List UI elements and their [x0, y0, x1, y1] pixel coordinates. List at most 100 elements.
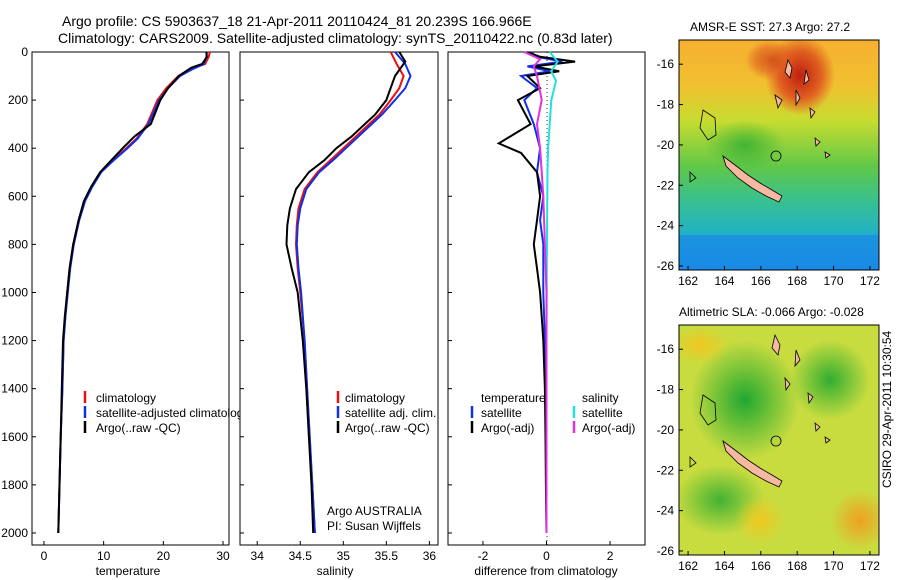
legend-temp-satellite: satellite [481, 406, 522, 420]
legend-sal-satellite: satellite [582, 406, 623, 420]
legend-sal-argo: Argo(-adj) [582, 421, 635, 435]
y-tick-label: 200 [8, 93, 28, 107]
x-tick-label: 35 [337, 549, 351, 563]
map-x-tick-label: 164 [714, 559, 734, 573]
map-y-tick-label: -20 [657, 138, 675, 152]
legend-argo: Argo(..raw -QC) [96, 421, 181, 435]
temperature-plot-marks: 0 10 20 30 0 200 400 600 800 1000 1200 1400 1600 1800… [1, 45, 230, 563]
sst-map: 162 164 166 168 170 172 -16 -18 -20 -22 -24 -26 [657, 39, 881, 288]
map-y-tick-label: -26 [657, 259, 675, 273]
reef-outline [699, 109, 717, 141]
sla-coastlines [689, 333, 831, 488]
y-tick-label: 1400 [1, 382, 28, 396]
map-y-tick-label: -22 [657, 463, 675, 477]
sla-low-anomaly [790, 340, 870, 420]
map-x-tick-label: 162 [678, 559, 698, 573]
map-y-tick-label: -26 [657, 544, 675, 558]
salinity-xlabel: salinity [317, 564, 354, 578]
map-x-tick-label: 164 [714, 274, 734, 288]
legend-argo: Argo(..raw -QC) [345, 421, 430, 435]
y-tick-label: 600 [8, 189, 28, 203]
difference-xlabel: difference from climatology [474, 564, 617, 578]
y-tick-label: 1000 [1, 285, 28, 299]
x-tick-label: 20 [157, 549, 171, 563]
y-tick-label: 1800 [1, 478, 28, 492]
y-tick-label: 1200 [1, 334, 28, 348]
map-y-tick-label: -16 [657, 57, 675, 71]
loyalty-islands [814, 137, 831, 159]
x-tick-label: -2 [478, 549, 489, 563]
sst-coastlines [689, 58, 831, 203]
loyalty-islands [814, 422, 831, 444]
difference-panel: -2 0 2 difference from climatology tempera… [447, 51, 646, 578]
sst-warm-core [745, 40, 795, 80]
figure-title-line2: Climatology: CARS2009. Satellite-adjuste… [58, 30, 613, 46]
x-tick-label: 0 [543, 549, 550, 563]
reef-outline [689, 456, 697, 468]
y-tick-label: 1600 [1, 430, 28, 444]
map-x-tick-label: 166 [751, 274, 771, 288]
sla-high-anomaly [830, 490, 879, 550]
map-y-tick-label: -16 [657, 342, 675, 356]
series-line-argo [57, 51, 208, 534]
map-x-tick-label: 170 [824, 559, 844, 573]
x-tick-label: 2 [607, 549, 614, 563]
reef-outline [699, 394, 717, 426]
argo-float-marker [770, 150, 782, 162]
figure-title-line1: Argo profile: CS 5903637_18 21-Apr-2011 … [62, 13, 532, 29]
sst-cold-band [679, 235, 879, 270]
x-tick-label: 0 [41, 549, 48, 563]
x-tick-label: 34 [251, 549, 265, 563]
y-tick-label: 400 [8, 141, 28, 155]
sla-high-anomaly [679, 325, 730, 365]
legend-temp-argo: Argo(-adj) [481, 421, 534, 435]
difference-plot-marks: -2 0 2 [448, 51, 614, 563]
new-caledonia-island [722, 439, 783, 488]
legend-temperature-header: temperature [481, 391, 546, 405]
sla-map: 162 164 166 168 170 172 -16 -18 -20 -22 -24 -26 [657, 324, 881, 573]
map-x-tick-label: 172 [860, 274, 880, 288]
reef-outline [689, 171, 697, 183]
vanuatu-islands [774, 58, 816, 120]
map-x-tick-label: 170 [824, 274, 844, 288]
series-line-satellite [295, 51, 412, 534]
salinity-panel: 34 34.5 35 35.5 36 salinity climatology sate… [239, 51, 439, 578]
temperature-panel: 0 10 20 30 0 200 400 600 800 1000 1200 1400 1600 1800… [1, 45, 249, 578]
map-x-tick-label: 168 [787, 559, 807, 573]
legend-salinity-header: salinity [582, 391, 619, 405]
x-tick-label: 10 [97, 549, 111, 563]
argo-pi-label: PI: Susan Wijffels [327, 519, 421, 533]
series-line-argo [285, 51, 407, 534]
map-y-tick-label: -18 [657, 98, 675, 112]
map-sst-title: AMSR-E SST: 27.3 Argo: 27.2 [690, 20, 851, 34]
map-x-tick-label: 172 [860, 559, 880, 573]
map-sla-title: Altimetric SLA: -0.066 Argo: -0.028 [679, 305, 864, 319]
series-line-sal-argo [523, 51, 548, 533]
legend-satellite: satellite adj. clim. [345, 406, 436, 420]
temperature-xlabel: temperature [96, 564, 161, 578]
x-tick-label: 30 [216, 549, 230, 563]
map-y-tick-label: -18 [657, 383, 675, 397]
map-x-tick-label: 168 [787, 274, 807, 288]
map-y-tick-label: -22 [657, 178, 675, 192]
x-tick-label: 34.5 [289, 549, 313, 563]
new-caledonia-island [722, 154, 783, 203]
map-x-tick-label: 166 [751, 559, 771, 573]
legend-satellite: satellite-adjusted climatology [96, 406, 249, 420]
argo-float-marker [770, 435, 782, 447]
y-tick-label: 800 [8, 237, 28, 251]
sla-map-axes: 162 164 166 168 170 172 -16 -18 -20 -22 -24 -26 [657, 342, 881, 573]
map-y-tick-label: -20 [657, 423, 675, 437]
x-tick-label: 35.5 [375, 549, 399, 563]
y-tick-label: 2000 [1, 526, 28, 540]
series-line-temp-argo [496, 51, 576, 534]
legend-climatology: climatology [345, 391, 405, 405]
sst-map-axes: 162 164 166 168 170 172 -16 -18 -20 -22 -24 -26 [657, 57, 881, 288]
sst-cool-patch [705, 120, 785, 170]
vanuatu-islands [771, 333, 814, 405]
x-tick-label: 36 [423, 549, 437, 563]
argo-program-label: Argo AUSTRALIA [327, 504, 422, 518]
sla-high-anomaly [735, 495, 785, 545]
map-y-tick-label: -24 [657, 219, 675, 233]
